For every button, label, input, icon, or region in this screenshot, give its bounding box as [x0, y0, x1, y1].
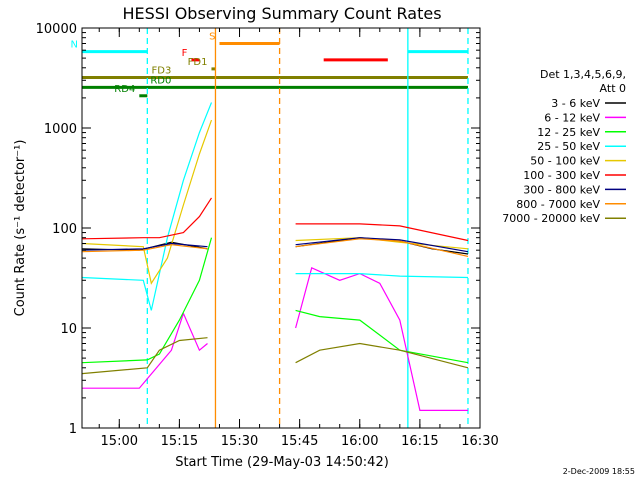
y-axis-label: Count Rate (s⁻¹ detector⁻¹) — [13, 140, 28, 317]
flag-label: S — [209, 31, 215, 42]
series-line — [81, 237, 469, 255]
y-tick-label: 100 — [52, 222, 77, 237]
x-tick-label: 15:45 — [281, 434, 318, 449]
legend-entry-label: 3 - 6 keV — [551, 97, 600, 110]
y-axis: 1 10 100 1000 10000 — [36, 22, 480, 437]
chart-title: HESSI Observing Summary Count Rates — [122, 4, 441, 23]
series-line — [81, 237, 469, 253]
vertical-markers — [146, 28, 469, 428]
y-tick-label: 1000 — [44, 122, 77, 137]
legend-entry-label: 50 - 100 keV — [530, 155, 600, 168]
series-line — [81, 197, 469, 242]
series-line — [81, 337, 469, 375]
timestamp: 2-Dec-2009 18:55 — [563, 467, 635, 476]
legend-entry-label: 800 - 7000 keV — [516, 198, 600, 211]
x-tick-label: 16:30 — [461, 434, 498, 449]
legend-entry-label: 7000 - 20000 keV — [502, 212, 600, 225]
x-tick-label: 15:30 — [221, 434, 258, 449]
flag-label: F — [182, 48, 188, 59]
legend-entry-label: 12 - 25 keV — [537, 126, 600, 139]
legend-entry-label: 300 - 800 keV — [523, 183, 600, 196]
series-lines — [81, 102, 469, 411]
series-line — [81, 238, 469, 257]
flag-label: N — [71, 40, 78, 51]
x-axis-label: Start Time (29-May-03 14:50:42) — [175, 455, 389, 470]
flag-label: FD3 — [152, 65, 172, 76]
y-tick-label: 10000 — [36, 22, 77, 37]
series-line — [81, 102, 469, 311]
legend-header: Att 0 — [600, 82, 626, 95]
y-tick-label: 10 — [60, 322, 77, 337]
series-line — [82, 266, 468, 411]
series-line — [81, 119, 469, 285]
x-tick-label: 15:00 — [101, 434, 138, 449]
x-tick-label: 15:15 — [161, 434, 198, 449]
flag-label: FD1 — [188, 57, 208, 68]
flag-label: RD0 — [150, 75, 171, 86]
legend-entry-label: 25 - 50 keV — [537, 140, 600, 153]
legend-entry-label: 6 - 12 keV — [544, 111, 600, 124]
series-line — [81, 237, 469, 364]
flag-label: RD4 — [114, 84, 135, 95]
legend-header: Det 1,3,4,5,6,9, — [540, 68, 626, 81]
legend-entry-label: 100 - 300 keV — [523, 169, 600, 182]
x-axis: 15:00 15:15 15:30 15:45 16:00 16:15 16:30 — [98, 28, 499, 449]
x-tick-label: 16:00 — [341, 434, 378, 449]
x-tick-label: 16:15 — [401, 434, 438, 449]
y-tick-label: 1 — [69, 422, 77, 437]
